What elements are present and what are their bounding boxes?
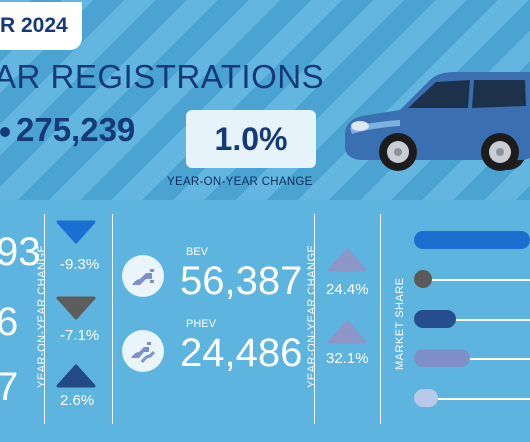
phev-label: PHEV bbox=[186, 318, 216, 330]
up-triangle-icon bbox=[56, 364, 96, 388]
bullet-icon bbox=[0, 127, 10, 138]
phev-value: 24,486 bbox=[180, 331, 303, 375]
market-share-bar-3 bbox=[414, 310, 456, 328]
market-share-bar-5 bbox=[414, 389, 438, 407]
yoy-change-box: 1.0% bbox=[186, 110, 316, 168]
yoy-axis-label-left: YEAR-ON-YEAR CHANGE bbox=[36, 244, 48, 388]
bev-label: BEV bbox=[186, 246, 209, 258]
fuel-change-3: 2.6% bbox=[60, 392, 95, 409]
market-share-line bbox=[420, 398, 530, 400]
fuel-value-1: 93 bbox=[0, 230, 41, 274]
market-share-label: MARKET SHARE bbox=[394, 277, 406, 370]
bev-value: 56,387 bbox=[180, 259, 303, 303]
market-share-bar-2 bbox=[414, 270, 432, 288]
market-share-line bbox=[420, 279, 530, 281]
total-registrations: 275,239 bbox=[0, 111, 135, 149]
market-share-line bbox=[420, 358, 530, 360]
yoy-change-value: 1.0% bbox=[214, 120, 288, 157]
phev-change: 32.1% bbox=[326, 350, 369, 367]
down-triangle-icon bbox=[56, 220, 96, 244]
market-share-bar-1 bbox=[414, 231, 530, 249]
up-triangle-icon bbox=[327, 248, 367, 272]
down-triangle-icon bbox=[56, 296, 96, 320]
yoy-change-label: YEAR-ON-YEAR CHANGE bbox=[167, 176, 313, 188]
fuel-change-2: -7.1% bbox=[60, 327, 100, 344]
yoy-axis-label-right: YEAR-ON-YEAR CHANGE bbox=[306, 244, 318, 388]
divider bbox=[314, 214, 315, 424]
up-triangle-icon bbox=[327, 320, 367, 344]
fuel-value-3: 7 bbox=[0, 365, 19, 409]
market-share-bar-4 bbox=[414, 349, 470, 367]
car-illustration-icon bbox=[345, 72, 530, 171]
ev-plug-icon bbox=[122, 255, 164, 297]
divider bbox=[112, 214, 113, 424]
fuel-change-1: -9.3% bbox=[60, 256, 100, 273]
phev-pump-plug-icon bbox=[122, 330, 164, 372]
bev-change: 24.4% bbox=[326, 281, 369, 298]
divider bbox=[380, 214, 381, 424]
divider bbox=[44, 214, 45, 424]
period-label: R 2024 bbox=[0, 14, 68, 37]
banner: R 2024 AR REGISTRATIONS 275,239 1.0% YEA… bbox=[0, 0, 530, 200]
fuel-value-2: 6 bbox=[0, 300, 19, 344]
period-badge: R 2024 bbox=[0, 2, 82, 50]
total-value: 275,239 bbox=[16, 111, 136, 148]
market-share-line bbox=[420, 319, 530, 321]
page-title: AR REGISTRATIONS bbox=[0, 58, 325, 95]
